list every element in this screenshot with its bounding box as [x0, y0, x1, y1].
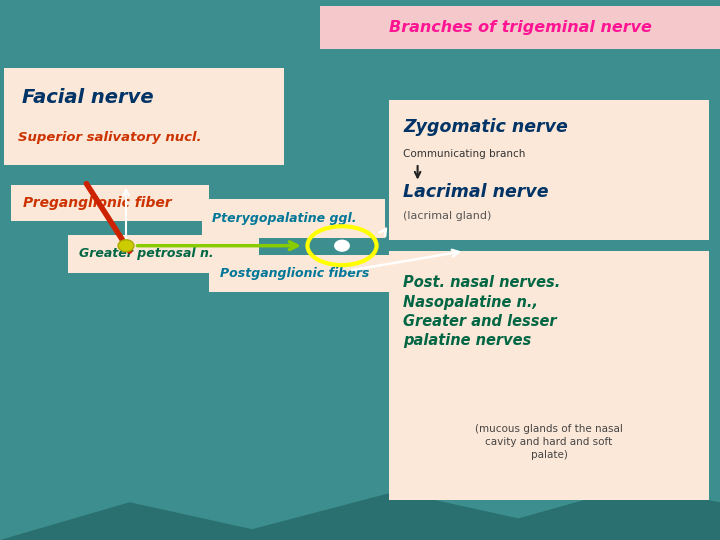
FancyBboxPatch shape	[209, 255, 392, 292]
Text: Postganglionic fibers: Postganglionic fibers	[220, 267, 369, 280]
Text: Superior salivatory nucl.: Superior salivatory nucl.	[18, 131, 202, 144]
Text: Branches of trigeminal nerve: Branches of trigeminal nerve	[389, 20, 652, 35]
FancyBboxPatch shape	[389, 251, 709, 500]
FancyBboxPatch shape	[389, 100, 709, 240]
FancyBboxPatch shape	[202, 199, 385, 238]
Text: Lacrimal nerve: Lacrimal nerve	[403, 183, 549, 201]
Text: Zygomatic nerve: Zygomatic nerve	[403, 118, 568, 136]
Text: Preganglionic fiber: Preganglionic fiber	[23, 196, 171, 210]
Circle shape	[118, 240, 134, 252]
Text: Facial nerve: Facial nerve	[22, 87, 153, 107]
Text: Greater petrosal n.: Greater petrosal n.	[79, 247, 214, 260]
Text: (lacrimal gland): (lacrimal gland)	[403, 211, 492, 221]
Text: (mucous glands of the nasal
cavity and hard and soft
palate): (mucous glands of the nasal cavity and h…	[475, 424, 623, 460]
Polygon shape	[0, 486, 720, 540]
Text: Pterygopalatine ggl.: Pterygopalatine ggl.	[212, 212, 357, 225]
FancyBboxPatch shape	[4, 68, 284, 165]
FancyBboxPatch shape	[68, 235, 259, 273]
Circle shape	[335, 240, 349, 251]
Text: Communicating branch: Communicating branch	[403, 149, 526, 159]
FancyBboxPatch shape	[11, 185, 209, 221]
FancyBboxPatch shape	[320, 6, 720, 49]
Text: Post. nasal nerves.
Nasopalatine n.,
Greater and lesser
palatine nerves: Post. nasal nerves. Nasopalatine n., Gre…	[403, 275, 560, 348]
